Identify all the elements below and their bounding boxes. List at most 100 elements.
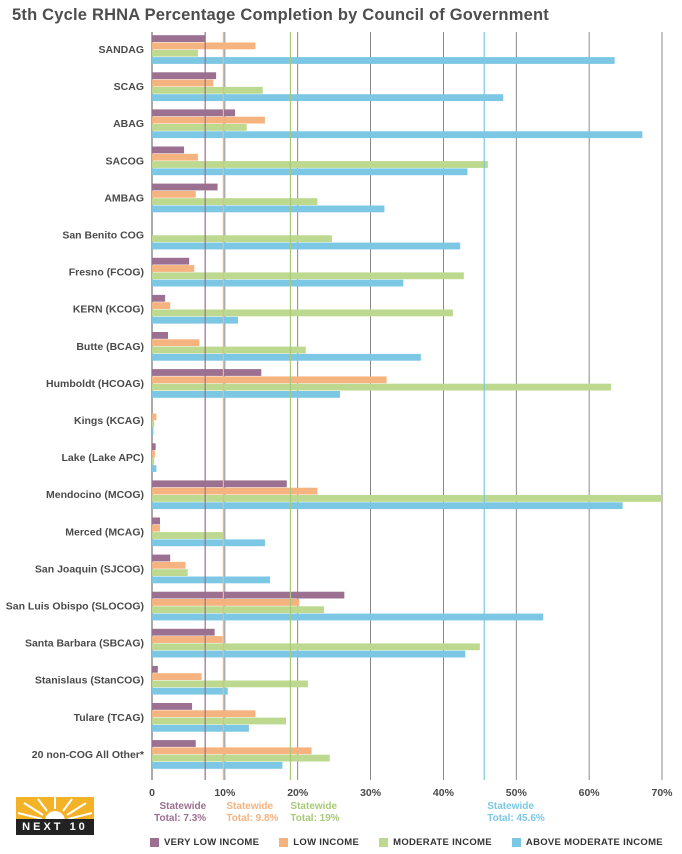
bar xyxy=(152,561,186,569)
bar xyxy=(152,591,345,599)
legend-label: VERY LOW INCOME xyxy=(164,837,260,848)
category-label: San Luis Obispo (SLOCOG) xyxy=(6,601,144,613)
category-label: San Benito COG xyxy=(62,230,144,242)
bar xyxy=(152,554,171,562)
bar xyxy=(152,309,453,317)
bar xyxy=(152,539,265,547)
bar xyxy=(152,153,198,161)
bar xyxy=(152,332,169,339)
bar xyxy=(152,42,256,50)
bar xyxy=(152,613,544,621)
bar xyxy=(152,116,265,124)
bar xyxy=(152,599,300,606)
bar xyxy=(152,161,488,168)
category-label: Fresno (FCOG) xyxy=(69,267,144,279)
legend-item: MODERATE INCOME xyxy=(379,837,492,848)
statewide-lines xyxy=(204,32,485,780)
bar xyxy=(152,413,157,421)
bar xyxy=(152,428,154,435)
bar xyxy=(152,495,662,502)
x-tick-label: 70% xyxy=(651,787,673,799)
bar xyxy=(152,724,249,732)
bar xyxy=(152,235,332,243)
statewide-label-line2: Total: 45.6% xyxy=(487,813,545,824)
bar xyxy=(152,680,308,688)
bar xyxy=(152,79,214,87)
bar xyxy=(152,762,283,769)
legend-swatch xyxy=(150,838,159,847)
bar xyxy=(152,302,171,309)
x-tick-labels: 0 10% 20% 30% 40% 50% 60% 70% xyxy=(149,787,673,799)
statewide-label-line2: Total: 9.8% xyxy=(226,813,278,824)
chart-title: 5th Cycle RHNA Percentage Completion by … xyxy=(12,6,549,24)
bar xyxy=(152,205,385,213)
x-tick-label: 0 xyxy=(149,787,155,799)
bar xyxy=(152,703,193,710)
bar xyxy=(152,272,464,280)
x-tick-label: 10% xyxy=(214,787,236,799)
category-labels: SANDAG SCAG ABAG SACOG AMBAG San Benito COG Fr… xyxy=(6,44,145,761)
legend-item: LOW INCOME xyxy=(279,837,359,848)
legend-item: VERY LOW INCOME xyxy=(150,837,259,848)
bar xyxy=(152,109,236,117)
bar xyxy=(152,687,228,695)
bar xyxy=(152,316,238,324)
bar xyxy=(152,569,188,576)
x-tick-label: 60% xyxy=(579,787,601,799)
bar xyxy=(152,740,196,747)
legend-label: MODERATE INCOME xyxy=(393,837,492,848)
logo-text: NEXT 10 xyxy=(22,821,88,833)
bar xyxy=(152,628,215,636)
bar xyxy=(152,198,318,205)
statewide-label-line2: Total: 19% xyxy=(290,813,339,824)
bar xyxy=(152,710,256,718)
x-tick-label: 50% xyxy=(506,787,528,799)
category-label: ABAG xyxy=(113,118,144,130)
bar xyxy=(152,443,156,451)
bar xyxy=(152,86,263,94)
legend-item: ABOVE MODERATE INCOME xyxy=(511,837,663,848)
next10-logo: NEXT 10 xyxy=(16,797,94,835)
bar xyxy=(152,650,466,658)
x-tick-label: 40% xyxy=(433,787,455,799)
bar xyxy=(152,480,287,488)
bar xyxy=(152,57,615,64)
bar xyxy=(152,353,421,361)
legend-label: LOW INCOME xyxy=(293,837,360,848)
category-label: Humboldt (HCOAG) xyxy=(46,378,144,390)
category-label: KERN (KCOG) xyxy=(73,304,144,316)
legend-swatch xyxy=(379,838,389,847)
category-label: AMBAG xyxy=(104,192,144,204)
bar xyxy=(152,168,468,176)
bar xyxy=(152,146,185,154)
x-tick-label: 20% xyxy=(287,787,309,799)
bar xyxy=(152,265,195,272)
bar xyxy=(152,346,306,354)
bar xyxy=(152,576,271,584)
bar xyxy=(152,673,202,680)
bar xyxy=(152,457,155,465)
bar xyxy=(152,606,324,614)
category-label: SCAG xyxy=(114,81,144,93)
bar xyxy=(152,339,200,347)
category-label: Mendocino (MCOG) xyxy=(46,489,144,501)
bar xyxy=(152,72,217,80)
category-label: Lake (Lake APC) xyxy=(62,452,144,464)
bar xyxy=(152,49,198,57)
category-label: Santa Barbara (SBCAG) xyxy=(25,638,144,650)
bar xyxy=(152,747,312,755)
statewide-label-line1: Statewide xyxy=(226,801,273,812)
category-label: San Joaquin (SJCOG) xyxy=(35,563,144,575)
bar xyxy=(152,376,387,384)
bars xyxy=(152,35,662,769)
statewide-label-line1: Statewide xyxy=(159,801,206,812)
statewide-label-line2: Total: 7.3% xyxy=(154,813,206,824)
legend-swatch xyxy=(279,838,289,847)
bar xyxy=(152,35,206,42)
bar xyxy=(152,257,190,265)
category-label: Butte (BCAG) xyxy=(76,341,144,353)
x-tick-label: 30% xyxy=(360,787,382,799)
bar xyxy=(152,369,262,376)
bar xyxy=(152,465,157,472)
